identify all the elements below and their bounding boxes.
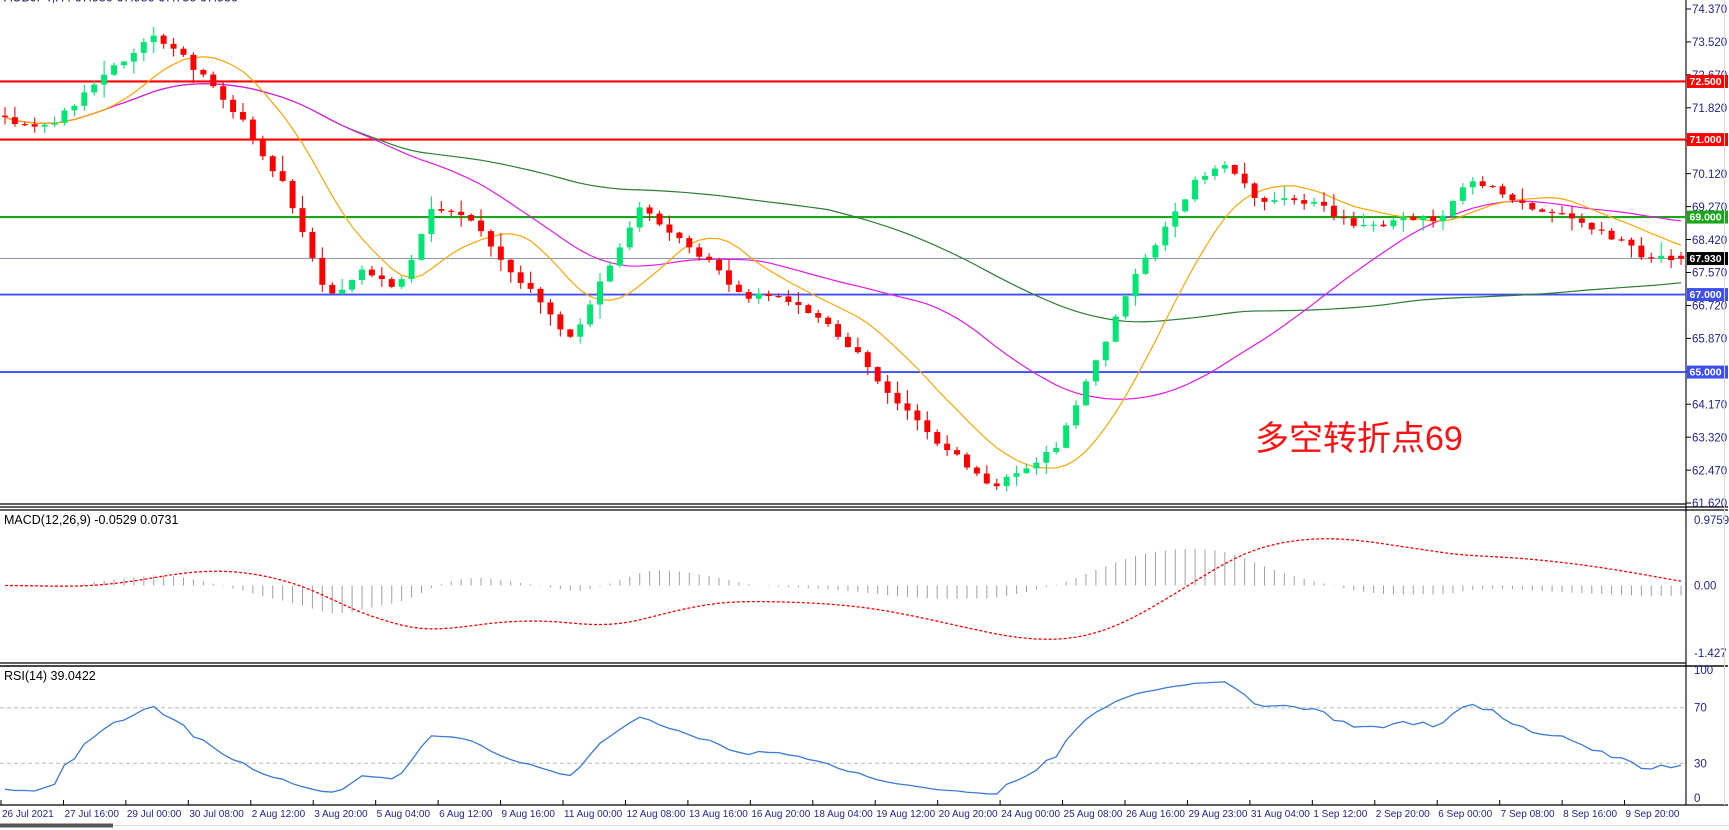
svg-text:72.500: 72.500: [1690, 76, 1722, 88]
svg-text:70.120: 70.120: [1692, 169, 1727, 181]
svg-text:8 Sep 16:00: 8 Sep 16:00: [1563, 809, 1617, 820]
svg-text:66.720: 66.720: [1692, 301, 1727, 313]
svg-text:0: 0: [1694, 793, 1700, 805]
svg-text:20 Aug 20:00: 20 Aug 20:00: [939, 809, 998, 820]
svg-text:13 Aug 16:00: 13 Aug 16:00: [689, 809, 748, 820]
svg-text:5 Aug 04:00: 5 Aug 04:00: [377, 809, 431, 820]
svg-text:2 Aug 12:00: 2 Aug 12:00: [252, 809, 306, 820]
svg-text:64.170: 64.170: [1692, 399, 1727, 411]
svg-text:73.520: 73.520: [1692, 37, 1727, 49]
svg-text:12 Aug 08:00: 12 Aug 08:00: [626, 809, 685, 820]
svg-text:16 Aug 20:00: 16 Aug 20:00: [751, 809, 810, 820]
svg-text:9 Aug 16:00: 9 Aug 16:00: [502, 809, 556, 820]
svg-text:67.000: 67.000: [1690, 289, 1722, 301]
svg-text:19 Aug 12:00: 19 Aug 12:00: [876, 809, 935, 820]
svg-text:多空转折点69: 多空转折点69: [1255, 420, 1463, 458]
svg-text:MACD(12,26,9) -0.0529 0.0731: MACD(12,26,9) -0.0529 0.0731: [4, 513, 178, 527]
svg-text:25 Aug 08:00: 25 Aug 08:00: [1064, 809, 1123, 820]
svg-text:1 Sep 12:00: 1 Sep 12:00: [1313, 809, 1367, 820]
svg-text:65.000: 65.000: [1690, 367, 1722, 379]
svg-text:6 Aug 12:00: 6 Aug 12:00: [439, 809, 493, 820]
svg-text:30: 30: [1694, 758, 1707, 770]
svg-text:7 Sep 08:00: 7 Sep 08:00: [1501, 809, 1555, 820]
svg-text:68.420: 68.420: [1692, 235, 1727, 247]
svg-text:74.370: 74.370: [1692, 4, 1727, 16]
svg-text:9 Sep 20:00: 9 Sep 20:00: [1626, 809, 1680, 820]
svg-text:3 Aug 20:00: 3 Aug 20:00: [314, 809, 368, 820]
svg-text:61.620: 61.620: [1692, 498, 1727, 510]
svg-text:63.320: 63.320: [1692, 432, 1727, 444]
svg-text:RSI(14) 39.0422: RSI(14) 39.0422: [4, 669, 96, 683]
svg-text:26 Aug 16:00: 26 Aug 16:00: [1126, 809, 1185, 820]
svg-text:65.870: 65.870: [1692, 334, 1727, 346]
svg-text:AUDJPY,H4 67.950 67.980 67.: AUDJPY,H4 67.950 67.980 67.750 67.950: [4, 0, 238, 5]
svg-text:26 Jul 2021: 26 Jul 2021: [2, 809, 54, 820]
svg-text:67.930: 67.930: [1690, 253, 1722, 265]
svg-text:29 Aug 23:00: 29 Aug 23:00: [1188, 809, 1247, 820]
svg-text:11 Aug 00:00: 11 Aug 00:00: [564, 809, 623, 820]
svg-text:24 Aug 00:00: 24 Aug 00:00: [1001, 809, 1060, 820]
svg-text:31 Aug 04:00: 31 Aug 04:00: [1251, 809, 1310, 820]
svg-text:100: 100: [1694, 665, 1713, 677]
svg-text:67.570: 67.570: [1692, 268, 1727, 280]
svg-text:71.000: 71.000: [1690, 134, 1722, 146]
svg-text:0.00: 0.00: [1694, 581, 1716, 593]
svg-text:6 Sep 00:00: 6 Sep 00:00: [1438, 809, 1492, 820]
svg-text:-1.427: -1.427: [1694, 648, 1727, 660]
svg-text:69.000: 69.000: [1690, 212, 1722, 224]
svg-text:71.820: 71.820: [1692, 103, 1727, 115]
svg-text:2 Sep 20:00: 2 Sep 20:00: [1376, 809, 1430, 820]
svg-text:29 Jul 00:00: 29 Jul 00:00: [127, 809, 182, 820]
svg-text:30 Jul 08:00: 30 Jul 08:00: [189, 809, 244, 820]
svg-text:27 Jul 16:00: 27 Jul 16:00: [64, 809, 119, 820]
svg-text:18 Aug 04:00: 18 Aug 04:00: [814, 809, 873, 820]
svg-text:70: 70: [1694, 703, 1707, 715]
svg-text:62.470: 62.470: [1692, 465, 1727, 477]
svg-text:0.9759: 0.9759: [1694, 515, 1729, 527]
